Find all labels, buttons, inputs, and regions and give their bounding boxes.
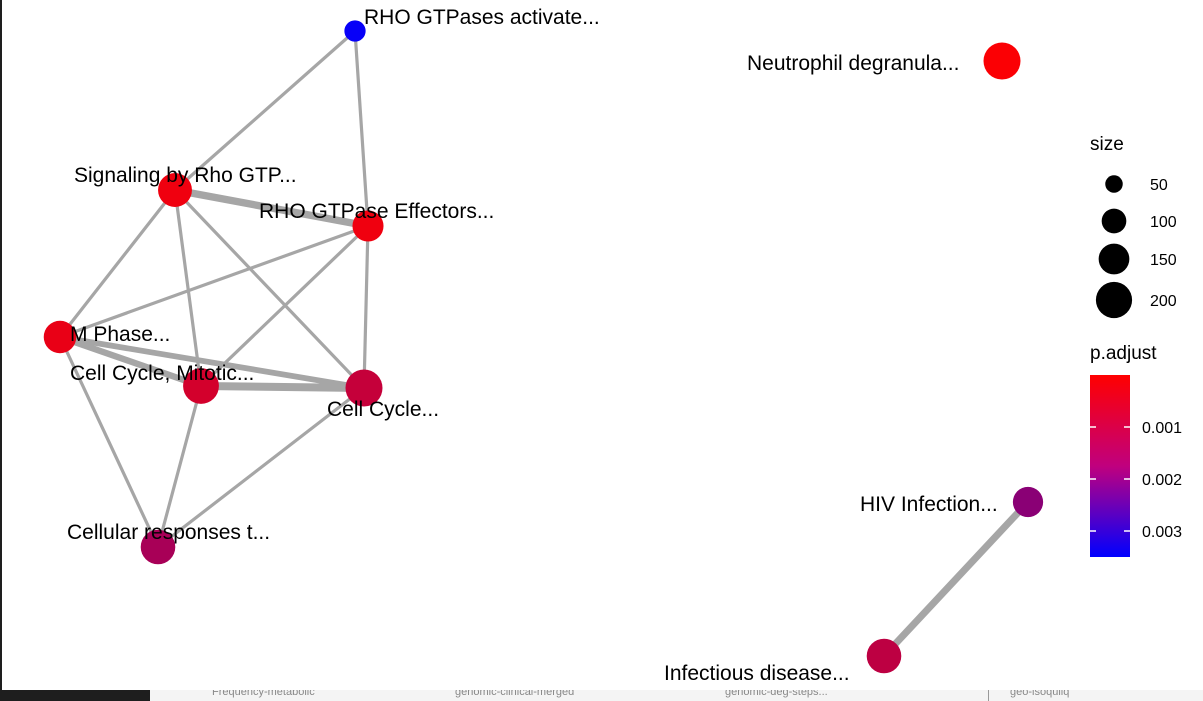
background-tab-1: Frequency-metabolic: [212, 690, 315, 698]
edge-sig_rho-ccm: [173, 188, 203, 388]
size-legend-circle: [1095, 281, 1133, 319]
background-tab-4: geo-isoquilq: [1010, 690, 1070, 698]
size-legend-label: 100: [1150, 214, 1177, 231]
color-legend-label: 0.002: [1142, 472, 1182, 489]
edge-sig_rho-mphase: [58, 188, 177, 339]
label-layer: RHO GTPases activate... Neutrophil degran…: [67, 6, 998, 685]
edge-sig_rho-cc: [173, 188, 366, 390]
edge-hiv-infect: [880, 498, 1032, 660]
node-rho_act: [344, 20, 366, 42]
size-legend-circle: [1098, 243, 1130, 275]
node-label-hiv: HIV Infection...: [860, 493, 998, 516]
node-label-cc: Cell Cycle...: [327, 398, 439, 421]
node-ccm: [183, 368, 219, 404]
edge-ccm-cresp: [156, 384, 203, 549]
edge-mphase-cresp: [58, 335, 160, 549]
node-rho_eff: [352, 210, 384, 242]
node-infect: [866, 638, 902, 674]
color-legend-title: p.adjust: [1090, 343, 1157, 364]
color-bar: [1090, 375, 1130, 557]
edge-ccm-cc: [197, 382, 368, 392]
node-label-rho_act: RHO GTPases activate...: [364, 6, 600, 29]
node-label-rho_eff: RHO GTPase Effectors...: [259, 200, 494, 223]
node-sig_rho: [158, 173, 192, 207]
background-separator: [988, 690, 989, 701]
size-legend-title: size: [1090, 134, 1124, 155]
edge-rho_eff-ccm: [199, 224, 370, 388]
edge-sig_rho-rho_eff: [171, 186, 372, 230]
size-legend-label: 150: [1150, 252, 1177, 269]
size-legend-label: 200: [1150, 293, 1177, 310]
node-label-ccm: Cell Cycle, Mitotic...: [70, 362, 254, 385]
color-legend-label: 0.001: [1142, 420, 1182, 437]
node-mphase: [43, 320, 77, 354]
edge-mphase-ccm: [56, 333, 205, 390]
edge-rho_act-sig_rho: [173, 29, 357, 192]
node-label-sig_rho: Signaling by Rho GTP...: [74, 164, 297, 187]
node-layer: [43, 20, 1044, 674]
edge-cc-cresp: [156, 386, 366, 549]
node-label-mphase: M Phase...: [70, 323, 170, 346]
edge-rho_act-rho_eff: [353, 29, 370, 228]
edge-mphase-cc: [57, 334, 367, 391]
background-window-strip: Frequency-metabolic genomic-clinical-mer…: [150, 690, 1203, 701]
background-tab-3: genomic-deg-steps...: [725, 690, 828, 698]
background-tab-2: genomic-clinical-merged: [455, 690, 575, 698]
size-legend-circle: [1105, 175, 1123, 193]
node-hiv: [1012, 486, 1044, 518]
node-neut: [983, 42, 1021, 80]
edge-layer: [56, 29, 1032, 660]
color-legend-ticks: 0.001 0.002 0.003: [1090, 420, 1182, 541]
color-legend-label: 0.003: [1142, 524, 1182, 541]
node-label-cresp: Cellular responses t...: [67, 521, 270, 544]
node-cresp: [140, 529, 176, 565]
node-label-neut: Neutrophil degranula...: [747, 52, 959, 75]
node-label-infect: Infectious disease...: [664, 662, 850, 685]
node-cc: [345, 369, 383, 407]
edge-rho_eff-cc: [362, 224, 370, 390]
edge-rho_eff-mphase: [58, 224, 370, 339]
size-legend-circle: [1101, 208, 1127, 234]
size-legend-label: 50: [1150, 177, 1168, 194]
size-legend: 50 100 150 200: [1095, 175, 1177, 319]
